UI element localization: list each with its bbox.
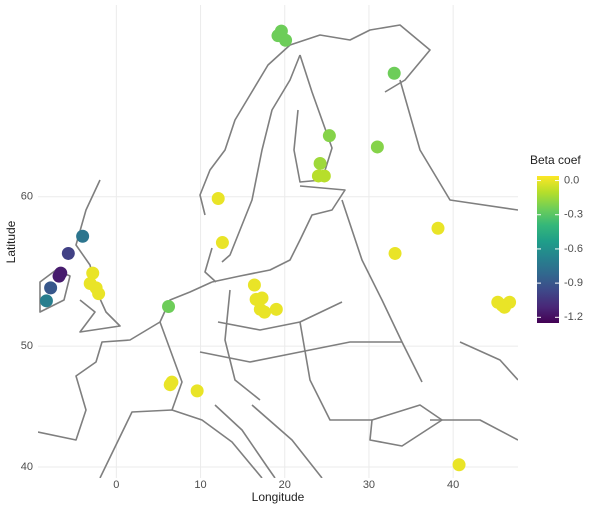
- point: [431, 221, 445, 235]
- point: [387, 66, 401, 80]
- colorbar-fill: [537, 176, 559, 323]
- point: [495, 298, 509, 312]
- colorbar-label: -0.9: [564, 277, 583, 289]
- y-tick-label: 40: [21, 461, 33, 473]
- point: [44, 281, 58, 295]
- point: [258, 305, 272, 319]
- grid: [38, 5, 518, 478]
- x-tick-label: 30: [363, 479, 375, 491]
- x-tick-label: 40: [447, 479, 459, 491]
- point: [452, 458, 466, 472]
- point: [39, 294, 53, 308]
- point: [86, 266, 100, 280]
- point: [370, 140, 384, 154]
- basemap: [38, 24, 518, 478]
- point: [317, 169, 331, 183]
- point: [269, 302, 283, 316]
- point: [313, 156, 327, 170]
- point: [215, 236, 229, 250]
- point: [190, 384, 204, 398]
- colorbar: 0.0 -0.3 -0.6 -0.9 -1.2: [537, 174, 583, 323]
- x-axis-label: Longitude: [252, 490, 305, 504]
- point: [162, 300, 176, 314]
- point: [322, 129, 336, 143]
- x-tick-label: 0: [113, 479, 119, 491]
- point: [249, 292, 263, 306]
- point: [274, 24, 288, 38]
- y-tick-label: 50: [21, 340, 33, 352]
- colorbar-label: 0.0: [564, 174, 579, 186]
- x-tick-label: 10: [194, 479, 206, 491]
- colorbar-label: -0.6: [564, 243, 583, 255]
- point: [388, 246, 402, 260]
- point: [61, 246, 75, 260]
- colorbar-label: -0.3: [564, 209, 583, 221]
- point: [92, 287, 106, 301]
- y-tick-label: 60: [21, 191, 33, 203]
- points: [39, 24, 517, 472]
- colorbar-label: -1.2: [564, 311, 583, 323]
- y-axis-label: Latitude: [4, 220, 18, 263]
- point: [247, 278, 261, 292]
- point: [163, 378, 177, 392]
- point: [76, 229, 90, 243]
- point: [52, 269, 66, 283]
- x-tick-label: 20: [279, 479, 291, 491]
- point: [211, 191, 225, 205]
- legend-title: Beta coef: [530, 153, 581, 167]
